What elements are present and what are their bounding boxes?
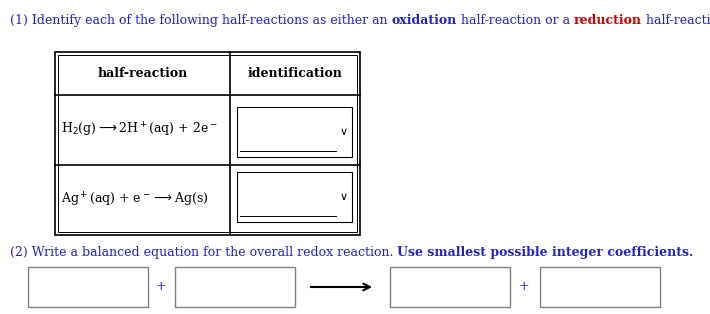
Bar [237,172,352,222]
Bar [390,267,510,307]
Text: (2) Write a balanced equation for the overall redox reaction.: (2) Write a balanced equation for the ov… [10,246,398,259]
Text: H$_2$(g)$\longrightarrow$2H$^+$(aq) + 2e$^-$: H$_2$(g)$\longrightarrow$2H$^+$(aq) + 2e… [61,121,218,139]
Bar [540,267,660,307]
Text: oxidation: oxidation [392,14,457,27]
Bar [55,52,360,235]
Bar [237,107,352,157]
Text: Use smallest possible integer coefficients.: Use smallest possible integer coefficien… [398,246,694,259]
Text: half-reaction: half-reaction [97,67,187,80]
Text: Ag$^+$(aq) + e$^-$$\longrightarrow$Ag(s): Ag$^+$(aq) + e$^-$$\longrightarrow$Ag(s) [61,191,209,209]
Text: reduction: reduction [574,14,642,27]
Text: ∨: ∨ [340,127,348,137]
Bar [28,267,148,307]
Bar [58,55,357,232]
Text: half-reaction.: half-reaction. [642,14,710,27]
Text: (1) Identify each of the following half-reactions as either an: (1) Identify each of the following half-… [10,14,392,27]
Text: half-reaction or a: half-reaction or a [457,14,574,27]
Text: identification: identification [248,67,342,80]
Text: +: + [519,280,530,294]
Text: +: + [155,280,166,294]
Text: ∨: ∨ [340,192,348,202]
Bar [175,267,295,307]
